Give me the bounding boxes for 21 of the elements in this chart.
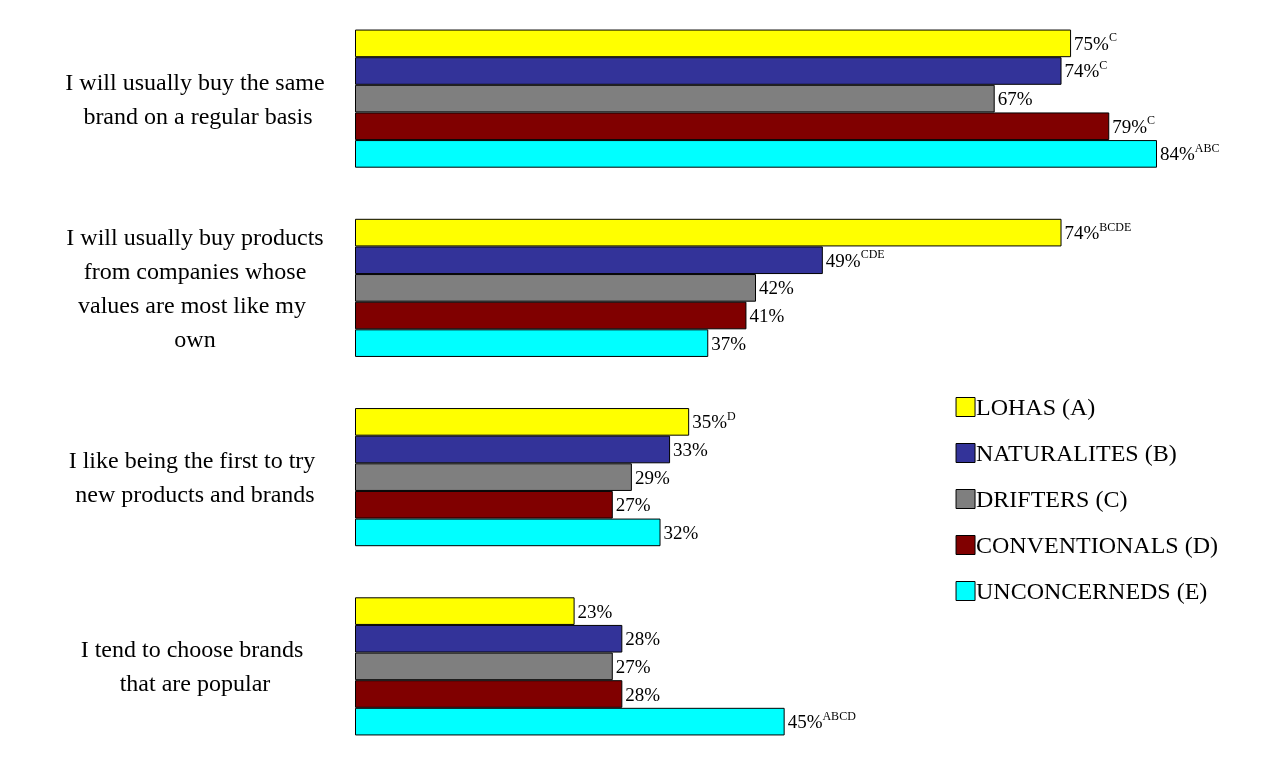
- data-label: 29%: [634, 466, 670, 488]
- data-label: 42%: [759, 277, 794, 299]
- y-tick-label: I will usually buy the same brand on a regular basis: [65, 68, 325, 129]
- data-label: 27%: [615, 655, 651, 677]
- legend-label: UNCONCERNEDS (E): [976, 578, 1208, 604]
- data-label: 67%: [997, 88, 1033, 110]
- data-label: 32%: [663, 521, 699, 543]
- y-tick-label: I will usually buy products from companies whose values are most like my own: [66, 223, 324, 352]
- y-tick-label: I tend to choose brands that are popular: [80, 636, 310, 697]
- legend-label: LOHAS (A): [976, 394, 1096, 420]
- data-label: 28%: [625, 628, 661, 650]
- data-label: 33%: [673, 438, 709, 460]
- data-label: 27%: [615, 494, 651, 516]
- legend-label: DRIFTERS (C): [976, 486, 1128, 512]
- legend-label: NATURALITES (B): [976, 440, 1177, 466]
- data-label: 41%: [749, 305, 785, 327]
- data-label: 28%: [625, 683, 661, 705]
- y-tick-label: I like being the first to try new products and brands: [68, 447, 322, 508]
- data-label: 23%: [577, 600, 613, 622]
- legend-label: CONVENTIONALS (D): [976, 532, 1218, 558]
- data-label: 37%: [711, 332, 747, 354]
